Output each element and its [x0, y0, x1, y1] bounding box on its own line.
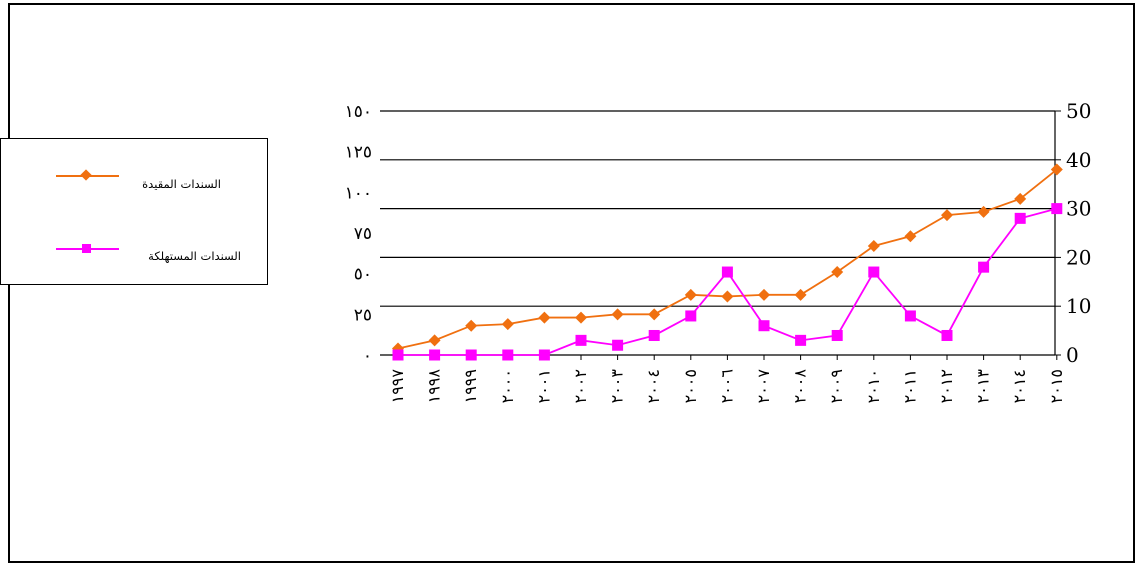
right-tick-label: 20 [1066, 245, 1091, 269]
data-point-square [465, 349, 477, 361]
x-tick-label: ٢٠١٤ [1010, 369, 1029, 403]
right-tick-label: 0 [1066, 343, 1079, 367]
data-point-square [648, 329, 660, 341]
data-point-square [978, 261, 990, 273]
data-point-diamond [538, 311, 551, 324]
right-tick-label: 40 [1066, 148, 1091, 172]
data-point-diamond [977, 205, 990, 218]
data-point-square [685, 310, 697, 322]
line-chart: ٠ ٢٥ ٥٠ ٧٥ ١٠٠ ١٢٥ ١٥٠ 0 10 20 30 40 50 ١٩٩٧ ١٩٩٨ ١٩٩٩ ٢… [345, 99, 1092, 404]
x-tick-label: ٢٠٠٤ [644, 369, 663, 403]
series-line-1 [398, 207, 1058, 356]
data-point-diamond [721, 290, 734, 303]
data-point-square [868, 266, 880, 278]
x-tick-label: ١٩٩٩ [461, 369, 480, 403]
data-point-diamond [465, 319, 478, 332]
data-point-square [392, 349, 404, 361]
left-tick-label: ٢٥ [354, 305, 372, 325]
data-point-diamond [611, 308, 624, 321]
x-tick-label: ٢٠٠٨ [791, 369, 810, 404]
legend-label-consumed: السندات المستهلكة [148, 249, 241, 263]
data-point-diamond [428, 334, 441, 347]
x-tick-label: ٢٠١٥ [1047, 369, 1066, 403]
x-tick-label: ٢٠١٢ [937, 369, 956, 403]
data-point-square [612, 339, 624, 351]
data-point-diamond [1014, 192, 1027, 205]
legend-square-icon [82, 244, 91, 253]
data-point-diamond [904, 230, 917, 243]
x-tick-label: ١٩٩٨ [425, 369, 444, 404]
x-tick-label: ٢٠٠٧ [754, 369, 773, 404]
data-point-diamond [941, 209, 953, 222]
left-tick-label: ١٥٠ [345, 102, 372, 122]
data-point-square [831, 329, 843, 341]
left-tick-label: ١٢٥ [345, 143, 372, 163]
right-tick-label: 10 [1066, 294, 1091, 318]
x-tick-label: ٢٠١١ [900, 369, 919, 403]
series-line-0 [397, 168, 1058, 350]
data-point-diamond [648, 308, 661, 321]
data-point-diamond [867, 240, 880, 253]
x-tick-label: ١٩٩٧ [388, 369, 407, 404]
data-point-square [1014, 212, 1026, 224]
data-point-diamond [1050, 163, 1063, 176]
legend-label-restricted: السندات المقيدة [142, 177, 221, 191]
x-tick-label: ٢٠٠٣ [608, 369, 627, 404]
x-tick-label: ٢٠٠٠ [498, 369, 517, 403]
data-point-diamond [794, 288, 807, 301]
data-point-square [904, 310, 916, 322]
data-point-square [575, 334, 587, 346]
data-point-diamond [501, 318, 514, 331]
data-point-diamond [831, 266, 844, 279]
left-tick-label: ٠ [363, 346, 372, 366]
data-point-diamond [575, 311, 587, 324]
left-tick-label: ٧٥ [354, 224, 372, 244]
data-point-square [721, 266, 733, 278]
x-tick-label: ٢٠٠٥ [681, 369, 700, 403]
legend-markers [56, 169, 119, 253]
data-point-square [1051, 203, 1063, 215]
chart-legend: السندات المقيدة السندات المستهلكة [0, 138, 268, 285]
data-point-diamond [684, 288, 697, 301]
data-point-square [795, 334, 807, 346]
x-tick-label: ٢٠٠٢ [571, 369, 590, 403]
right-tick-label: 30 [1066, 197, 1091, 221]
x-tick-label: ٢٠٠٦ [717, 369, 736, 403]
left-tick-label: ٥٠ [354, 265, 372, 285]
x-tick-label: ٢٠١٣ [974, 369, 993, 404]
right-tick-label: 50 [1066, 99, 1091, 123]
data-point-square [538, 349, 550, 361]
data-point-square [758, 320, 770, 332]
data-point-diamond [758, 288, 770, 301]
data-point-square [941, 329, 953, 341]
x-tick-label: ٢٠١٠ [864, 369, 883, 403]
left-tick-label: ١٠٠ [345, 183, 372, 203]
data-point-square [429, 349, 441, 361]
x-tick-label: ٢٠٠١ [534, 369, 553, 403]
x-tick-label: ٢٠٠٩ [827, 369, 846, 403]
data-point-square [502, 349, 514, 361]
